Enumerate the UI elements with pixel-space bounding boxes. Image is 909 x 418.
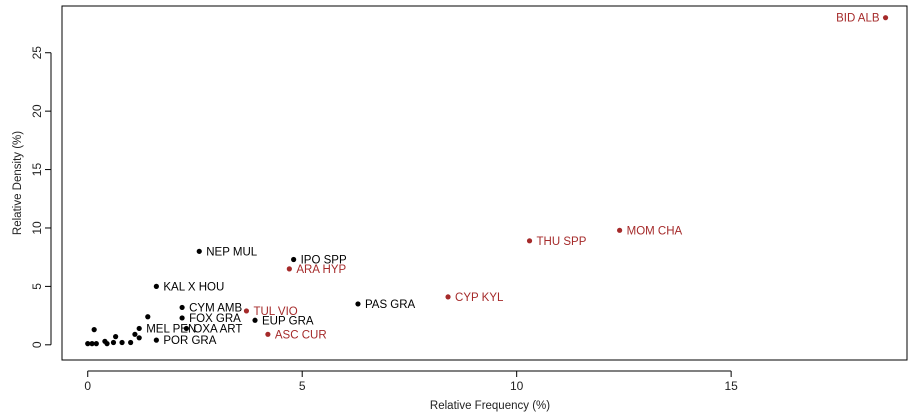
point-label: ASC CUR — [275, 329, 327, 341]
data-point — [243, 308, 250, 314]
point-label: POR GRA — [163, 335, 216, 347]
data-points: BID ALB MOM CHA THU SPP CYP KYL PAS GRA IPO S… — [85, 13, 889, 347]
y-tick-label: 15 — [30, 163, 44, 177]
point-label: EUP GRA — [262, 315, 314, 327]
y-tick-label: 10 — [30, 221, 44, 235]
y-axis: 0 5 10 15 20 25 — [30, 46, 52, 348]
y-tick-label: 25 — [30, 46, 44, 60]
point-label: THU SPP — [537, 236, 587, 248]
data-point — [196, 248, 202, 254]
point-label: FOX GRA — [189, 313, 241, 325]
y-tick-label: 0 — [30, 341, 44, 348]
data-point — [136, 335, 142, 341]
data-point — [882, 15, 889, 21]
x-axis: 0 5 10 15 — [84, 370, 738, 393]
point-label: PAS GRA — [365, 299, 416, 311]
point-label: CYP KYL — [455, 292, 504, 304]
x-tick-label: 10 — [510, 379, 524, 393]
data-point — [93, 341, 99, 347]
y-tick-label: 20 — [30, 104, 44, 118]
data-point — [291, 256, 297, 263]
data-point — [286, 266, 292, 272]
data-point — [355, 301, 361, 307]
data-point — [113, 334, 119, 340]
y-tick-label: 5 — [30, 283, 44, 290]
data-point — [179, 304, 185, 311]
data-point — [136, 325, 142, 332]
data-point — [110, 339, 117, 346]
point-label: IPO SPP — [301, 255, 347, 267]
data-point — [252, 317, 258, 323]
x-tick-label: 15 — [724, 379, 738, 393]
data-point — [153, 283, 159, 289]
point-label: MOM CHA — [627, 225, 683, 237]
point-label: OXA ART — [193, 323, 242, 335]
data-point — [445, 294, 451, 300]
point-label: TUL VIO — [253, 306, 297, 318]
data-point — [145, 314, 151, 320]
data-point — [183, 325, 189, 332]
point-label: CYM AMB — [189, 302, 242, 314]
data-point — [179, 315, 185, 321]
data-point — [128, 339, 134, 346]
data-point — [119, 339, 125, 346]
data-point — [265, 331, 271, 337]
data-point — [104, 341, 110, 347]
data-point — [89, 341, 95, 347]
data-point — [526, 238, 533, 244]
point-label: MEL PEN — [146, 323, 196, 335]
data-point — [153, 337, 159, 343]
data-point — [617, 227, 623, 233]
data-point — [132, 331, 138, 337]
data-point — [91, 327, 97, 333]
data-point — [85, 341, 91, 347]
x-tick-label: 0 — [84, 379, 91, 393]
y-axis-title: Relative Density (%) — [12, 131, 24, 235]
point-label: KAL X HOU — [163, 281, 224, 293]
x-axis-title: Relative Frequency (%) — [430, 400, 550, 412]
x-tick-label: 5 — [299, 379, 306, 393]
point-label: ARA HYP — [296, 264, 346, 276]
point-label: NEP MUL — [206, 246, 258, 258]
point-label: BID ALB — [836, 13, 880, 25]
plot-frame — [61, 5, 908, 361]
